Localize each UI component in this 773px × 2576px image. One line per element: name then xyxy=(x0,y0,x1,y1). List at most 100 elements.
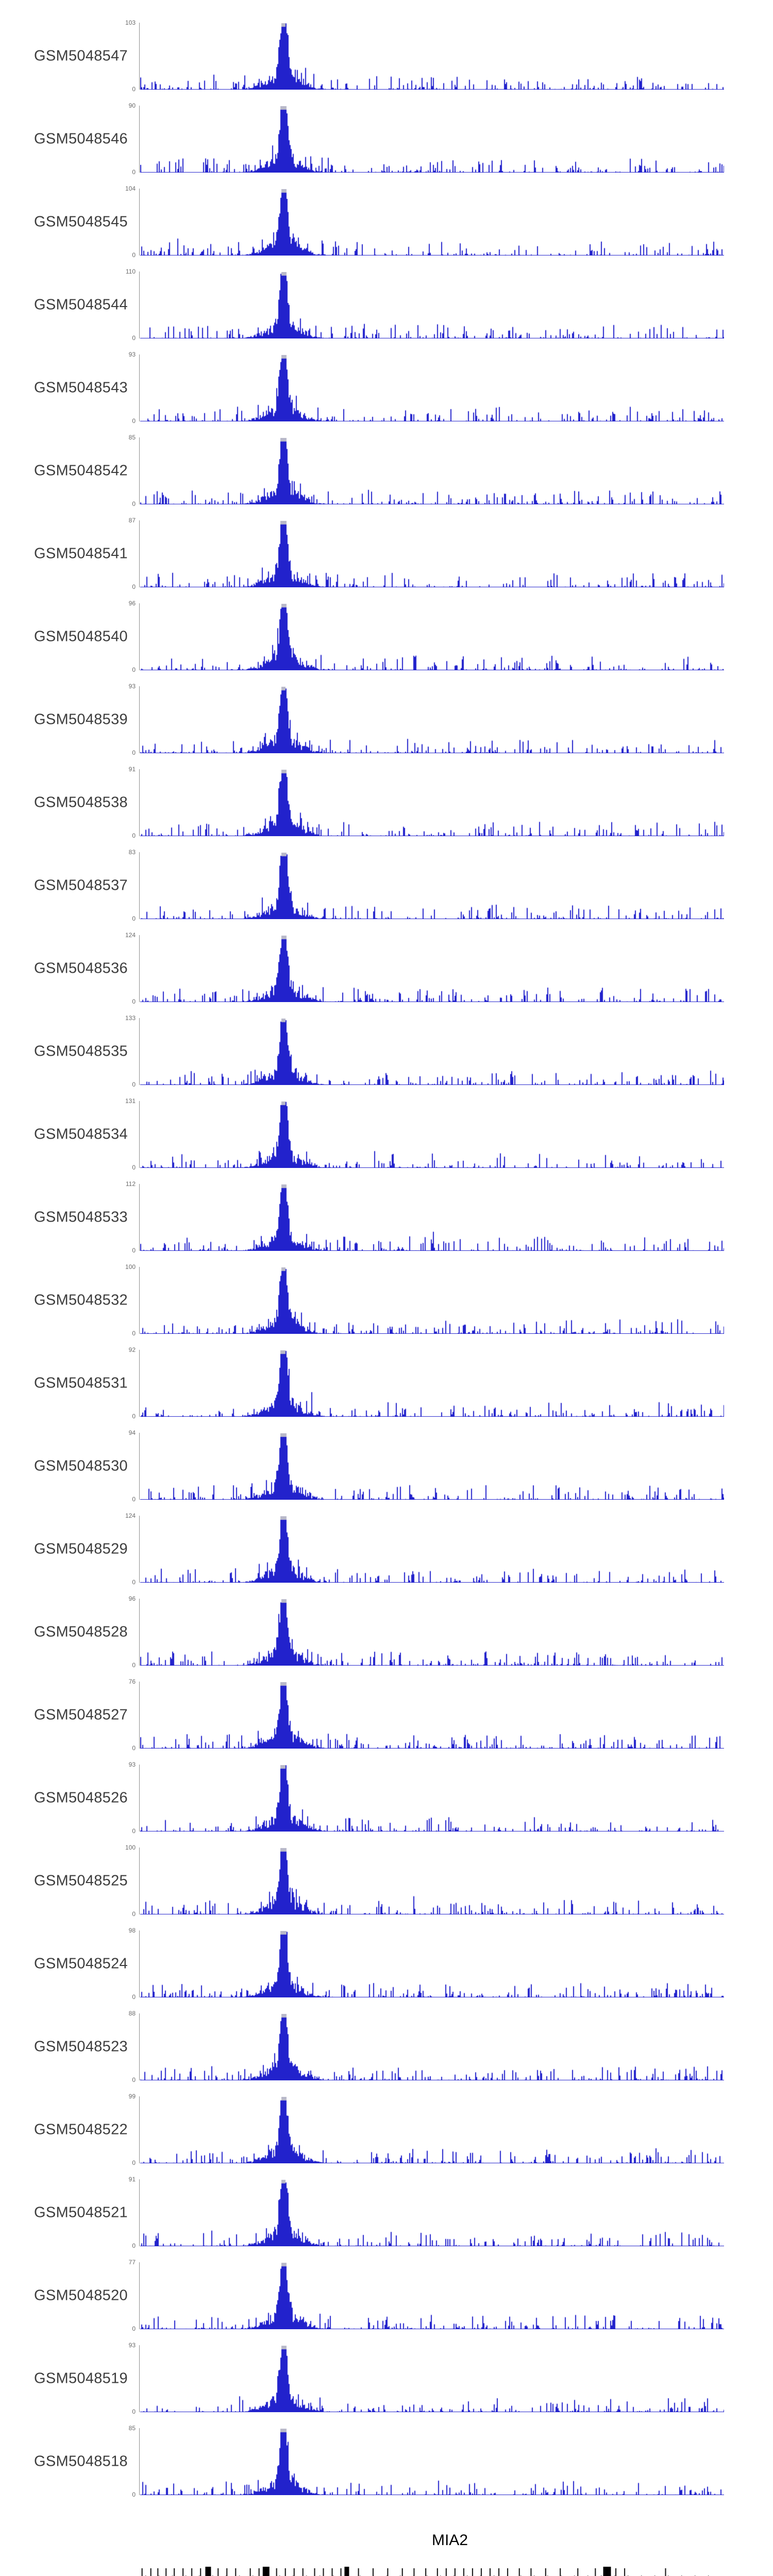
track-plot: 93 0 xyxy=(129,2342,724,2415)
track-row: GSM5048533 112 0 xyxy=(0,1176,773,1259)
y-axis-min-label: 0 xyxy=(132,1247,136,1254)
y-axis-min-label: 0 xyxy=(132,500,136,507)
y-axis-max-label: 93 xyxy=(128,1761,136,1768)
y-axis-max-label: 103 xyxy=(125,19,136,26)
y-axis-min-label: 0 xyxy=(132,1496,136,1503)
track-label: GSM5048525 xyxy=(34,1872,128,1889)
coverage-signal xyxy=(140,189,724,256)
track-row: GSM5048541 87 0 xyxy=(0,512,773,595)
track-row: GSM5048529 124 0 xyxy=(0,1507,773,1590)
y-axis-max-label: 83 xyxy=(128,849,136,856)
coverage-signal xyxy=(140,687,724,753)
coverage-signal xyxy=(140,272,724,338)
track-row: GSM5048523 88 0 xyxy=(0,2005,773,2088)
track-row: GSM5048518 85 0 xyxy=(0,2420,773,2503)
y-axis-max-label: 96 xyxy=(128,600,136,607)
track-row: GSM5048521 91 0 xyxy=(0,2171,773,2254)
coverage-signal xyxy=(140,1101,724,1168)
track-label: GSM5048536 xyxy=(34,960,128,976)
y-axis-min-label: 0 xyxy=(132,1662,136,1669)
track-row: GSM5048539 93 0 xyxy=(0,678,773,761)
track-row: GSM5048547 103 0 xyxy=(0,14,773,97)
y-axis-min-label: 0 xyxy=(132,251,136,259)
y-axis-min-label: 0 xyxy=(132,1081,136,1088)
y-axis-min-label: 0 xyxy=(132,915,136,922)
track-plot: 100 0 xyxy=(125,1263,724,1337)
y-axis-min-label: 0 xyxy=(132,86,136,93)
track-label: GSM5048528 xyxy=(34,1623,128,1640)
track-row: GSM5048544 110 0 xyxy=(0,263,773,346)
y-axis-max-label: 88 xyxy=(128,2010,136,2017)
y-axis-max-label: 94 xyxy=(128,1429,136,1436)
y-axis-max-label: 100 xyxy=(125,1844,136,1851)
track-plot: 93 0 xyxy=(129,683,724,756)
coverage-signal xyxy=(140,770,724,836)
track-plot: 92 0 xyxy=(129,1346,724,1420)
y-axis-max-label: 100 xyxy=(125,1263,136,1270)
track-plot: 88 0 xyxy=(129,2010,724,2083)
coverage-signal xyxy=(140,23,724,90)
coverage-signal xyxy=(140,2429,724,2495)
track-plot: 91 0 xyxy=(129,2176,724,2249)
track-plot: 93 0 xyxy=(129,1761,724,1835)
coverage-signal xyxy=(140,521,724,587)
y-axis-min-label: 0 xyxy=(132,2408,136,2415)
y-axis-min-label: 0 xyxy=(132,2076,136,2083)
track-label: GSM5048538 xyxy=(34,794,128,810)
y-axis-max-label: 85 xyxy=(128,2425,136,2432)
coverage-signal xyxy=(140,853,724,919)
track-plot: 85 0 xyxy=(129,2425,724,2498)
coverage-signal xyxy=(140,1599,724,1666)
track-row: GSM5048525 100 0 xyxy=(0,1839,773,1922)
y-axis-min-label: 0 xyxy=(132,2491,136,2498)
y-axis-min-label: 0 xyxy=(132,2159,136,2166)
track-row: GSM5048536 124 0 xyxy=(0,927,773,1010)
track-plot: 99 0 xyxy=(129,2093,724,2166)
track-row: GSM5048526 93 0 xyxy=(0,1756,773,1839)
track-plot: 94 0 xyxy=(129,1429,724,1503)
track-row: GSM5048527 76 0 xyxy=(0,1673,773,1756)
y-axis-max-label: 93 xyxy=(128,2342,136,2349)
y-axis-max-label: 124 xyxy=(125,1512,136,1519)
y-axis-min-label: 0 xyxy=(132,417,136,425)
track-row: GSM5048538 91 0 xyxy=(0,761,773,844)
track-plot: 131 0 xyxy=(125,1097,724,1171)
track-row: GSM5048546 90 0 xyxy=(0,97,773,180)
tracks-container: GSM5048547 103 0 GSM5048546 90 0 GSM5048… xyxy=(0,14,773,2503)
coverage-signal xyxy=(140,1516,724,1583)
coverage-signal xyxy=(140,106,724,173)
y-axis-max-label: 91 xyxy=(128,766,136,773)
y-axis-min-label: 0 xyxy=(132,1579,136,1586)
track-label: GSM5048539 xyxy=(34,711,128,727)
track-plot: 90 0 xyxy=(129,102,724,176)
track-row: GSM5048520 77 0 xyxy=(0,2254,773,2337)
y-axis-min-label: 0 xyxy=(132,2325,136,2332)
coverage-signal xyxy=(140,438,724,504)
track-label: GSM5048527 xyxy=(34,1706,128,1723)
track-plot: 112 0 xyxy=(126,1180,724,1254)
track-plot: 133 0 xyxy=(125,1014,724,1088)
track-plot: 124 0 xyxy=(125,931,724,1005)
track-plot: 124 0 xyxy=(125,1512,724,1586)
gene-name-label: MIA2 xyxy=(431,2532,468,2549)
track-label: GSM5048537 xyxy=(34,877,128,893)
track-label: GSM5048523 xyxy=(34,2038,128,2055)
coverage-signal xyxy=(140,1267,724,1334)
track-label: GSM5048544 xyxy=(34,296,128,313)
track-label: GSM5048529 xyxy=(34,1540,128,1557)
y-axis-min-label: 0 xyxy=(132,334,136,342)
track-row: GSM5048528 96 0 xyxy=(0,1590,773,1673)
track-row: GSM5048543 93 0 xyxy=(0,346,773,429)
coverage-signal xyxy=(140,1184,724,1251)
coverage-signal xyxy=(140,2346,724,2412)
track-plot: 100 0 xyxy=(125,1844,724,1918)
y-axis-max-label: 85 xyxy=(128,434,136,441)
coverage-signal xyxy=(140,2014,724,2080)
y-axis-min-label: 0 xyxy=(132,2242,136,2249)
coverage-signal xyxy=(140,936,724,1002)
track-label: GSM5048543 xyxy=(34,379,128,396)
y-axis-min-label: 0 xyxy=(132,1827,136,1835)
track-label: GSM5048540 xyxy=(34,628,128,645)
y-axis-min-label: 0 xyxy=(132,998,136,1005)
